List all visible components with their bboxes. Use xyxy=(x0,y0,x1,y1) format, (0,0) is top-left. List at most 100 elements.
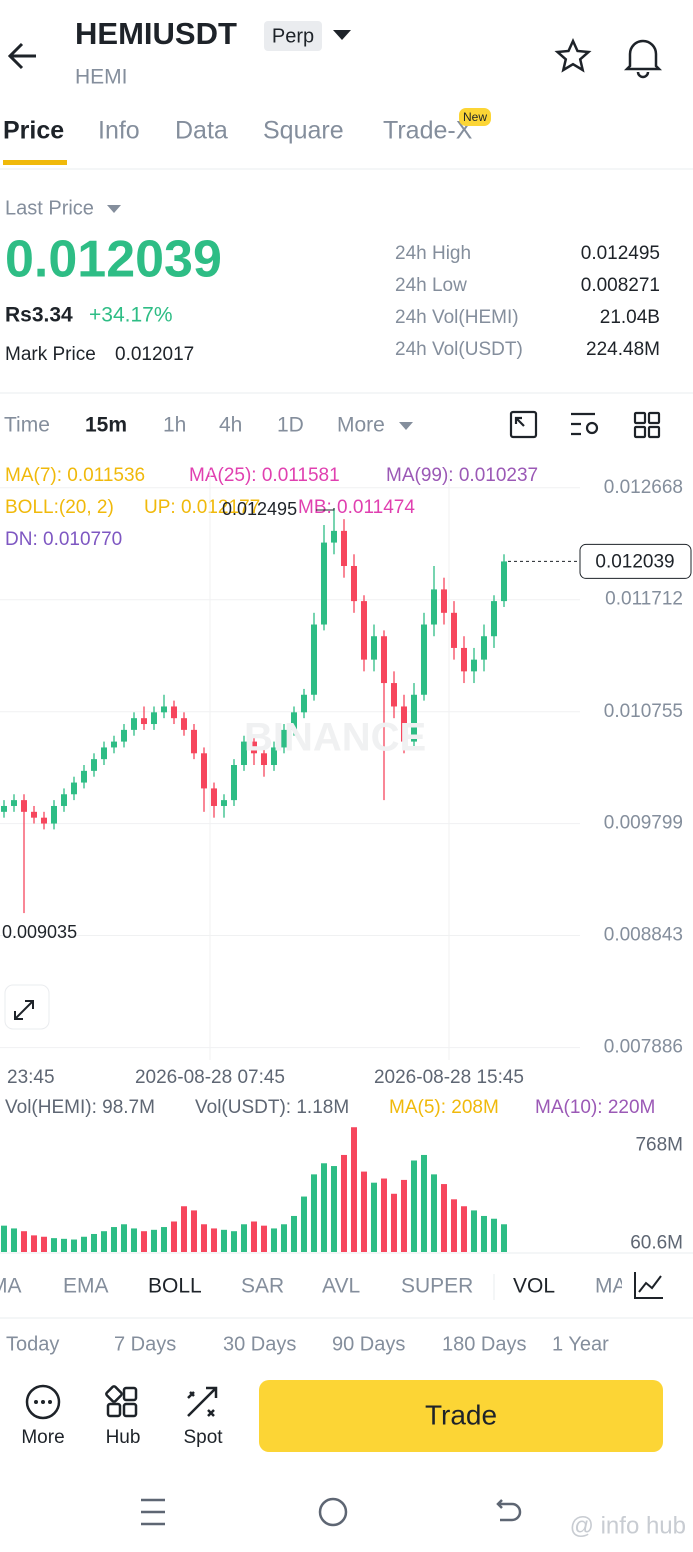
volume-bar xyxy=(121,1224,127,1252)
volume-legend: Vol(USDT): 1.18M xyxy=(195,1097,349,1118)
tab[interactable]: Info xyxy=(98,117,140,145)
candle-body xyxy=(331,530,337,543)
indicator-tab[interactable]: MA xyxy=(595,1275,627,1298)
action-label[interactable]: More xyxy=(21,1427,64,1448)
candle-body xyxy=(121,729,127,742)
indicator-tab[interactable]: AVL xyxy=(322,1275,360,1298)
interval[interactable]: 4h xyxy=(219,414,242,437)
low-label: 0.009035 xyxy=(2,922,77,942)
interval[interactable]: 1h xyxy=(163,414,186,437)
legend-item: BOLL:(20, 2) xyxy=(5,497,114,518)
interval[interactable]: 1D xyxy=(277,414,304,437)
candle-body xyxy=(141,718,147,725)
volume-bar xyxy=(31,1235,37,1252)
tab[interactable]: Data xyxy=(175,117,228,145)
range[interactable]: Today xyxy=(6,1333,59,1355)
candle-body xyxy=(251,741,257,754)
tab[interactable]: Square xyxy=(263,117,344,145)
more-icon[interactable] xyxy=(25,1384,61,1420)
candle-body xyxy=(11,800,17,806)
volume-bar xyxy=(331,1166,337,1252)
expand-icon xyxy=(14,1000,34,1020)
volume-bar xyxy=(401,1179,407,1252)
volume-bar xyxy=(231,1231,237,1252)
action-label[interactable]: Spot xyxy=(183,1427,223,1448)
mark-price: 0.012017 xyxy=(115,344,194,365)
volume-legend: Vol(HEMI): 98.7M xyxy=(5,1097,155,1118)
candle-body xyxy=(91,759,97,771)
legend-item: MA(7): 0.011536 xyxy=(5,465,145,486)
dropdown-icon[interactable] xyxy=(333,30,351,40)
volume-bar xyxy=(351,1127,357,1252)
candle-body xyxy=(51,805,57,824)
badge-bg xyxy=(264,21,322,51)
range[interactable]: 1 Year xyxy=(552,1333,609,1355)
action-label[interactable]: Hub xyxy=(106,1427,141,1448)
y-tick-label: 0.010755 xyxy=(604,701,683,722)
tab[interactable]: Price xyxy=(3,117,64,145)
dropdown-icon[interactable] xyxy=(107,205,121,213)
stat-label: 24h High xyxy=(395,243,471,264)
volume-bar xyxy=(461,1206,467,1252)
candle-body xyxy=(81,770,87,783)
toolbar-icons[interactable] xyxy=(509,410,661,439)
bell-icon[interactable] xyxy=(623,39,663,79)
dropdown-icon[interactable] xyxy=(399,422,413,430)
indicator-tab[interactable]: SUPER xyxy=(401,1275,473,1298)
volume-bar xyxy=(91,1233,97,1252)
y-tick-label: 0.011712 xyxy=(605,589,683,610)
interval[interactable]: More xyxy=(337,414,385,437)
indicator-tab[interactable]: MA xyxy=(0,1275,22,1298)
price-type[interactable]: Last Price xyxy=(5,197,94,219)
volume-bar xyxy=(151,1229,157,1252)
volume-bar xyxy=(171,1221,177,1252)
candle-body xyxy=(111,741,117,748)
tab[interactable]: Trade-X xyxy=(383,117,473,145)
range[interactable]: 90 Days xyxy=(332,1333,405,1355)
interval[interactable]: 15m xyxy=(85,414,127,437)
nav-menu[interactable] xyxy=(141,1498,165,1526)
back-icon[interactable] xyxy=(7,42,36,70)
spot-icon[interactable] xyxy=(187,1386,218,1417)
volume-bar xyxy=(101,1231,107,1252)
volume-bar xyxy=(41,1236,47,1252)
volume-bar xyxy=(321,1163,327,1252)
range[interactable]: 180 Days xyxy=(442,1333,527,1355)
candle-body xyxy=(61,794,67,806)
range[interactable]: 7 Days xyxy=(114,1333,176,1355)
stat-value: 0.012495 xyxy=(581,243,660,264)
volume-bar xyxy=(251,1221,257,1252)
volume-bar xyxy=(281,1224,287,1252)
local-price: Rs3.34 xyxy=(5,304,73,327)
indicator-tab[interactable]: BOLL xyxy=(148,1275,202,1298)
indicator-tab[interactable]: SAR xyxy=(241,1275,284,1298)
candle-body xyxy=(481,636,487,660)
volume-bar xyxy=(341,1154,347,1252)
hub-icon[interactable] xyxy=(105,1385,138,1418)
chart-watermark: BINANCE xyxy=(244,716,426,760)
volume-bar xyxy=(431,1174,437,1252)
indicator-tab[interactable]: EMA xyxy=(63,1275,109,1298)
indicator-tab[interactable]: VOL xyxy=(513,1275,555,1298)
volume-bar xyxy=(501,1224,507,1252)
interval[interactable]: Time xyxy=(4,414,50,437)
candle-body xyxy=(241,741,247,765)
new-badge-bg xyxy=(459,108,491,126)
trade-button[interactable] xyxy=(259,1380,663,1452)
volume-bar xyxy=(301,1196,307,1252)
nav-back[interactable] xyxy=(496,1499,522,1522)
range[interactable]: 30 Days xyxy=(223,1333,296,1355)
nav-home[interactable] xyxy=(318,1497,348,1527)
volume-bar xyxy=(211,1228,217,1252)
volume-bar xyxy=(361,1171,367,1252)
volume-bar xyxy=(71,1239,77,1252)
candle-body xyxy=(311,624,317,695)
volume-bar xyxy=(181,1206,187,1252)
candle-body xyxy=(211,788,217,806)
y-tick-label: 0.008843 xyxy=(604,925,683,946)
volume-bar xyxy=(131,1228,137,1252)
candle-body xyxy=(501,561,507,602)
chart-icon[interactable] xyxy=(634,1272,663,1299)
star-icon[interactable] xyxy=(554,37,592,73)
